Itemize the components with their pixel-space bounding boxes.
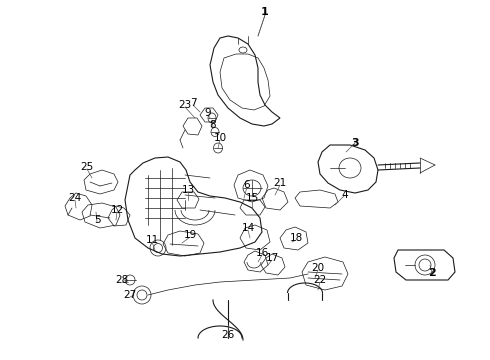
Text: 7: 7 [190, 98, 196, 108]
Text: 21: 21 [273, 178, 287, 188]
Text: 22: 22 [314, 275, 327, 285]
Text: 1: 1 [261, 7, 269, 17]
Text: 10: 10 [214, 133, 226, 143]
Text: 25: 25 [80, 162, 94, 172]
Text: 2: 2 [428, 268, 436, 278]
Text: 15: 15 [245, 193, 259, 203]
Text: 27: 27 [123, 290, 137, 300]
Text: 16: 16 [255, 248, 269, 258]
Text: 9: 9 [205, 108, 211, 118]
Text: 14: 14 [242, 223, 255, 233]
Text: 8: 8 [210, 120, 216, 130]
Text: 13: 13 [181, 185, 195, 195]
Text: 28: 28 [115, 275, 128, 285]
Text: 17: 17 [266, 253, 279, 263]
Text: 12: 12 [110, 205, 123, 215]
Text: 24: 24 [69, 193, 82, 203]
Text: 4: 4 [342, 190, 348, 200]
Text: 11: 11 [146, 235, 159, 245]
Text: 3: 3 [351, 138, 359, 148]
Text: 23: 23 [178, 100, 192, 110]
Text: 5: 5 [94, 215, 100, 225]
Text: 20: 20 [312, 263, 324, 273]
Text: 6: 6 [244, 180, 250, 190]
Text: 19: 19 [183, 230, 196, 240]
Text: 18: 18 [290, 233, 303, 243]
Text: 26: 26 [221, 330, 235, 340]
